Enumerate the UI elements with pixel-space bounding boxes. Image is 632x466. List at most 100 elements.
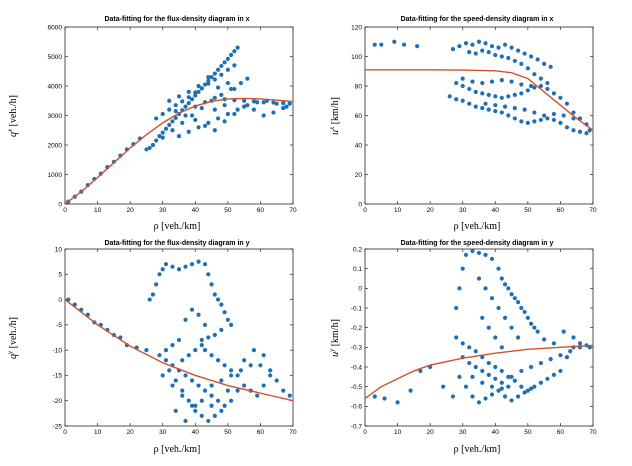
data-point: [489, 384, 495, 389]
data-point: [476, 276, 482, 281]
data-point: [460, 76, 465, 81]
data-point: [493, 364, 498, 370]
x-axis-label: ρ [veh./km]: [454, 444, 501, 455]
data-point: [532, 85, 537, 90]
data-point: [571, 110, 576, 115]
y-tick-label: 0: [358, 286, 362, 293]
data-point: [193, 90, 198, 95]
data-point: [271, 100, 276, 105]
data-point: [454, 335, 459, 340]
y-tick-label: 0.1: [353, 266, 362, 273]
data-point: [529, 83, 534, 89]
fitted-curve: [364, 344, 594, 400]
data-point: [561, 329, 566, 334]
data-point: [486, 107, 491, 112]
data-point: [486, 92, 491, 97]
data-point: [199, 86, 204, 91]
data-point: [529, 54, 534, 59]
data-point: [268, 368, 273, 373]
y-axis-label-rest: [veh./h]: [8, 317, 19, 351]
data-point: [212, 413, 217, 418]
y-tick-label: -0.2: [351, 325, 363, 332]
data-point: [499, 95, 504, 100]
data-point: [189, 403, 195, 408]
y-tick-label: 100: [351, 54, 362, 61]
data-point: [532, 72, 537, 77]
data-point: [209, 403, 214, 408]
data-point: [450, 47, 456, 52]
data-point: [225, 80, 230, 86]
data-point: [542, 61, 547, 66]
x-tick-label: 60: [557, 429, 565, 436]
data-point: [167, 122, 172, 128]
data-point: [496, 266, 501, 271]
data-point: [470, 374, 475, 379]
data-point: [271, 110, 276, 115]
data-point: [457, 374, 462, 379]
data-point: [577, 129, 583, 134]
data-point: [238, 368, 243, 373]
data-point: [232, 111, 237, 117]
data-point: [222, 403, 227, 408]
data-point: [147, 145, 152, 151]
data-point: [401, 42, 407, 47]
data-point: [460, 83, 465, 89]
data-point: [242, 104, 247, 109]
data-point: [206, 78, 211, 83]
y-axis-label: ux [km/h]: [328, 97, 341, 135]
data-point: [206, 272, 211, 277]
data-point: [460, 98, 465, 103]
data-point: [180, 388, 185, 393]
data-point: [222, 103, 227, 108]
x-tick-label: 40: [192, 207, 200, 214]
data-point: [502, 282, 508, 287]
x-axis-label: ρ [veh./km]: [154, 444, 201, 455]
y-tick-label: 60: [355, 113, 363, 120]
data-point: [170, 119, 175, 124]
data-point: [454, 97, 459, 102]
data-point: [395, 400, 400, 405]
data-point: [180, 120, 185, 125]
y-axis-label-sup: y: [328, 348, 336, 353]
data-point: [202, 348, 208, 353]
chart-panel-speed-y: Data-fitting for the speed-density diagr…: [328, 240, 597, 455]
data-point: [509, 398, 514, 403]
data-point: [219, 378, 224, 383]
data-point: [522, 309, 527, 315]
data-point: [186, 101, 191, 106]
y-axis-label-rest: [km/h]: [330, 319, 341, 349]
data-point: [519, 119, 524, 124]
x-tick-label: 20: [127, 207, 135, 214]
data-point: [167, 107, 172, 112]
data-point: [470, 394, 475, 399]
chart-panel-speed-x: Data-fitting for the speed-density diagr…: [328, 16, 597, 232]
data-point: [525, 66, 530, 71]
data-point: [489, 296, 495, 301]
data-point: [232, 86, 237, 92]
y-tick-label: -0.1: [351, 305, 363, 312]
data-point: [473, 364, 478, 370]
data-point: [415, 44, 420, 49]
y-tick-label: 3000: [48, 113, 63, 120]
data-point: [522, 51, 527, 56]
data-point: [206, 418, 211, 424]
data-point: [193, 93, 198, 98]
data-point: [193, 117, 198, 123]
data-point: [486, 49, 491, 55]
data-point: [489, 392, 495, 397]
y-axis-label-sup: x: [6, 128, 14, 133]
data-point: [480, 368, 485, 374]
data-point: [183, 317, 188, 322]
y-tick-label: -0.7: [351, 423, 363, 430]
data-point: [535, 57, 540, 62]
data-point: [480, 48, 485, 53]
data-point: [519, 82, 524, 87]
data-point: [258, 363, 263, 368]
data-point: [209, 393, 214, 398]
x-tick-label: 50: [524, 429, 532, 436]
data-point: [483, 396, 488, 401]
data-point: [261, 113, 266, 118]
data-point: [551, 117, 557, 123]
y-tick-label: 120: [351, 24, 362, 31]
